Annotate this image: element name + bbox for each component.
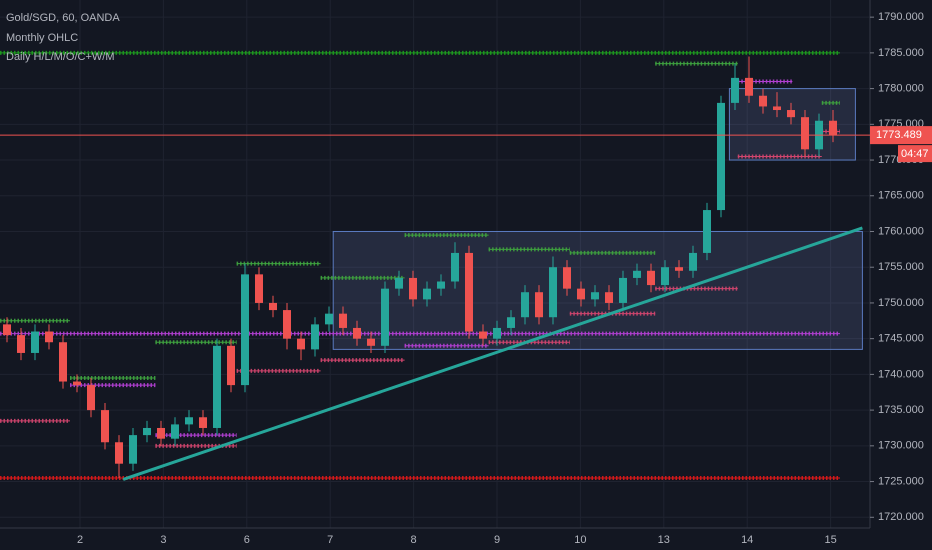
candle-body [437, 281, 445, 289]
y-tick-label: 1760.000 [878, 225, 924, 237]
candle-body [269, 302, 277, 311]
candle-body [367, 338, 375, 346]
candle-body [255, 274, 263, 303]
x-tick-label: 3 [160, 534, 166, 546]
candle-body [157, 427, 165, 439]
candle-body [689, 252, 697, 271]
candle-body [787, 110, 795, 118]
last-price-label: 1773.489 [876, 129, 922, 141]
candle-body [381, 288, 389, 346]
candle-body [409, 277, 417, 300]
candle-body [493, 327, 501, 339]
candle-body [563, 267, 571, 289]
candle-body [479, 331, 487, 339]
candle-body [87, 385, 95, 411]
chart-title: Gold/SGD, 60, OANDA [6, 12, 120, 24]
y-tick-label: 1735.000 [878, 404, 924, 416]
candle-body [171, 424, 179, 439]
last-price-tag [870, 126, 932, 145]
candle-body [633, 270, 641, 278]
y-tick-label: 1720.000 [878, 511, 924, 523]
y-tick-label: 1780.000 [878, 83, 924, 95]
candle-body [297, 338, 305, 350]
y-tick-label: 1790.000 [878, 11, 924, 23]
candle-body [311, 324, 319, 350]
candle-body [577, 288, 585, 300]
candle-body [325, 313, 333, 325]
candle-body [745, 77, 753, 96]
candle-body [3, 324, 11, 336]
x-tick-label: 6 [244, 534, 250, 546]
candle-body [73, 381, 81, 386]
candle-body [17, 335, 25, 353]
candle-body [535, 292, 543, 318]
candle-body [451, 252, 459, 282]
candle-body [731, 77, 739, 103]
candle-body [423, 288, 431, 300]
countdown-label: 04:47 [901, 148, 929, 160]
candle-body [549, 267, 557, 318]
candle-body [507, 317, 515, 328]
candle-body [227, 345, 235, 386]
y-tick-label: 1725.000 [878, 475, 924, 487]
candle-body [605, 292, 613, 303]
candle-body [521, 292, 529, 318]
x-tick-label: 14 [741, 534, 753, 546]
y-tick-label: 1755.000 [878, 261, 924, 273]
countdown-tag [898, 145, 932, 163]
candle-body [213, 345, 221, 428]
candle-body [45, 331, 53, 343]
candle-body [703, 210, 711, 253]
candle-body [283, 310, 291, 339]
candle-body [465, 252, 473, 332]
candle-body [199, 417, 207, 428]
candle-body [339, 313, 347, 328]
x-tick-label: 10 [574, 534, 586, 546]
indicator-label: Monthly OHLC [6, 32, 78, 44]
x-tick-label: 2 [77, 534, 83, 546]
candle-body [395, 277, 403, 289]
x-tick-label: 9 [494, 534, 500, 546]
candle-body [675, 267, 683, 271]
y-tick-label: 1785.000 [878, 47, 924, 59]
candle-body [143, 427, 151, 436]
y-tick-label: 1730.000 [878, 440, 924, 452]
candle-body [829, 120, 837, 136]
candle-body [31, 331, 39, 353]
candle-body [59, 342, 67, 382]
candle-body [647, 270, 655, 286]
x-tick-label: 15 [824, 534, 836, 546]
candle-body [241, 274, 249, 386]
candle-body [717, 102, 725, 211]
candle-body [619, 277, 627, 303]
y-tick-label: 1750.000 [878, 297, 924, 309]
candle-body [759, 95, 767, 107]
candle-body [591, 292, 599, 300]
indicator-label: Daily H/L/M/O/C+W/M [6, 51, 114, 63]
y-tick-label: 1740.000 [878, 368, 924, 380]
candle-body [773, 106, 781, 111]
x-tick-label: 13 [658, 534, 670, 546]
candle-body [801, 117, 809, 150]
trend-line [122, 226, 863, 481]
candle-body [661, 267, 669, 286]
y-tick-label: 1745.000 [878, 333, 924, 345]
candle-body [185, 417, 193, 425]
candle-body [129, 435, 137, 464]
x-tick-label: 8 [411, 534, 417, 546]
candle-body [353, 327, 361, 339]
candle-body [101, 410, 109, 443]
y-tick-label: 1765.000 [878, 190, 924, 202]
candle-body [115, 442, 123, 464]
x-tick-label: 7 [327, 534, 333, 546]
